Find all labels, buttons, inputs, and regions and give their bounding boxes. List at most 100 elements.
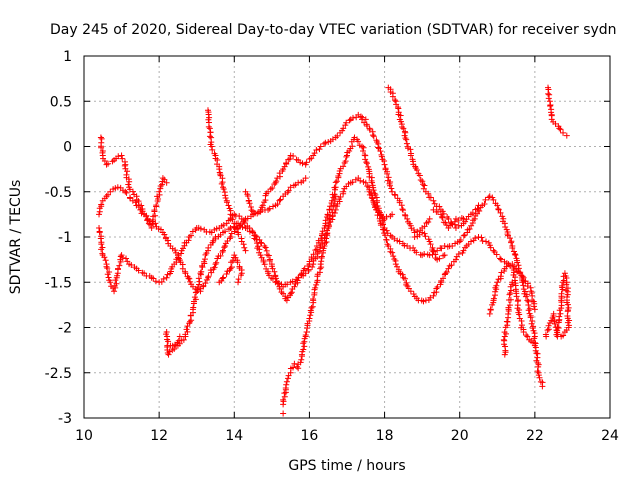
track-j-point <box>503 263 510 270</box>
track-b-point <box>497 209 504 216</box>
track-c-point <box>377 222 384 229</box>
track-b-point <box>283 297 290 304</box>
track-c-point <box>519 273 526 280</box>
track-b-point <box>482 196 489 203</box>
track-b-point <box>265 252 272 259</box>
track-m-point <box>430 248 437 255</box>
track-b-point <box>287 290 294 297</box>
track-g-point <box>475 202 482 209</box>
track-c-point <box>427 294 434 301</box>
track-f-point <box>283 160 290 167</box>
track-m-point <box>280 410 287 417</box>
track-m-point <box>220 274 227 281</box>
track-a-point <box>98 201 105 208</box>
track-h-point <box>381 161 388 168</box>
track-m-point <box>235 279 242 286</box>
track-c-point <box>193 289 200 296</box>
track-h-point <box>375 145 382 152</box>
track-c-point <box>244 225 251 232</box>
track-a-point <box>221 244 228 251</box>
track-c-point <box>434 284 441 291</box>
track-g-point <box>439 208 446 215</box>
track-f-point <box>349 114 356 121</box>
track-b-point <box>96 224 103 231</box>
track-i-point <box>155 195 162 202</box>
track-c-point <box>349 179 356 186</box>
track-m-point <box>223 270 230 277</box>
track-b-point <box>383 227 390 234</box>
track-m-point <box>228 259 235 266</box>
track-m-point <box>455 217 462 224</box>
track-b-point <box>434 247 441 254</box>
track-l-point <box>554 324 561 331</box>
track-a-point <box>244 215 251 222</box>
track-i-point <box>161 176 168 183</box>
track-c-point <box>410 290 417 297</box>
track-c-point <box>514 268 521 275</box>
track-c-point <box>452 256 459 263</box>
track-c-point <box>403 281 410 288</box>
track-j-point <box>503 330 510 337</box>
track-g-point <box>421 182 428 189</box>
track-b-point <box>104 271 111 278</box>
track-d-point <box>308 304 315 311</box>
track-f-point <box>272 179 279 186</box>
track-f-point <box>343 119 350 126</box>
track-b-point <box>343 153 350 160</box>
track-g-point <box>417 177 424 184</box>
track-b-point <box>363 159 370 166</box>
track-c-point <box>531 306 538 313</box>
track-b-point <box>534 354 541 361</box>
track-d-point <box>331 196 338 203</box>
track-b-point <box>525 307 532 314</box>
track-g-point <box>427 194 434 201</box>
track-b-point <box>333 178 340 185</box>
track-c-point <box>269 275 276 282</box>
track-d-point <box>291 360 298 367</box>
track-a-point <box>222 243 229 250</box>
y-tick-label: 0.5 <box>50 94 72 110</box>
track-j-point <box>494 279 501 286</box>
track-a-point <box>212 261 219 268</box>
track-f-point <box>313 146 320 153</box>
track-c-point <box>483 238 490 245</box>
track-b-point <box>457 237 464 244</box>
track-c-point <box>254 240 261 247</box>
track-a-point <box>285 187 292 194</box>
track-i-point <box>138 202 145 209</box>
track-d-point <box>297 359 304 366</box>
track-d-point <box>330 202 337 209</box>
track-m-point <box>216 279 223 286</box>
track-m-point <box>230 254 237 261</box>
track-c-point <box>309 264 316 271</box>
track-b-point <box>107 279 114 286</box>
track-d-point <box>307 307 314 314</box>
track-j-point <box>506 297 513 304</box>
track-a-point <box>123 189 130 196</box>
track-e-point <box>229 216 236 223</box>
chart-title: Day 245 of 2020, Sidereal Day-to-day VTE… <box>50 22 617 38</box>
track-b-point <box>111 288 118 295</box>
track-b-point <box>271 268 278 275</box>
track-l-point <box>544 327 551 334</box>
track-m-point <box>422 233 429 240</box>
x-tick-label: 12 <box>150 428 168 444</box>
track-e-point <box>235 231 242 238</box>
track-b-point <box>522 293 529 300</box>
track-k-point <box>547 103 554 110</box>
track-b-point <box>266 257 273 264</box>
track-m-point <box>373 203 380 210</box>
track-j-point <box>518 322 525 329</box>
track-c-point <box>197 270 204 277</box>
track-i-point <box>119 155 126 162</box>
track-h-point <box>402 212 409 219</box>
track-a-point <box>122 188 129 195</box>
track-j-point <box>530 339 537 346</box>
track-g-point <box>436 203 443 210</box>
track-m-point <box>383 213 390 220</box>
track-m-point <box>236 263 243 270</box>
track-b-point <box>98 246 105 253</box>
track-k-point <box>560 129 567 136</box>
track-l-point <box>557 310 564 317</box>
track-f-point <box>259 202 266 209</box>
